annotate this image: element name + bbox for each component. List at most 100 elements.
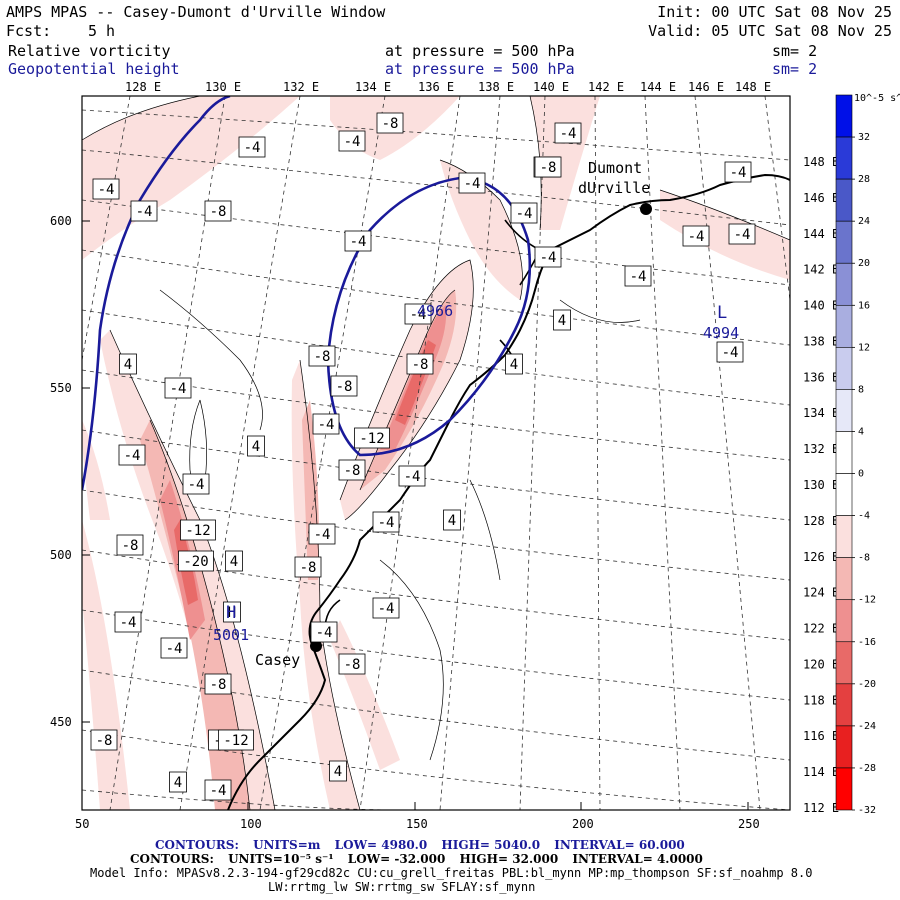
contours2-units: UNITS=10⁻⁵ s⁻¹ — [228, 852, 334, 866]
colorbar-swatch — [835, 557, 853, 601]
right-lon-label: 130 E — [803, 478, 839, 492]
svg-text:4: 4 — [230, 554, 238, 570]
contour-label: -8 — [338, 653, 366, 675]
forecast-label: Fcst: — [6, 22, 52, 40]
contour-label: -4 — [238, 136, 266, 158]
svg-text:-4: -4 — [210, 783, 227, 799]
field1-level: at pressure = 500 hPa — [385, 42, 575, 60]
colorbar-swatch — [835, 641, 853, 685]
contour-label: -8 — [376, 112, 404, 134]
x-tick-label: 200 — [572, 817, 594, 831]
contour-label: -4 — [164, 377, 192, 399]
contour-label: -4 — [398, 465, 426, 487]
svg-text:-4: -4 — [316, 625, 333, 641]
svg-text:-4: -4 — [120, 615, 137, 631]
colorbar-swatch — [835, 515, 853, 558]
contour-label: -4 — [728, 223, 756, 245]
contour-label: -8 — [534, 156, 562, 178]
high-value: 5001 — [213, 626, 249, 644]
top-lon-label: 140 E — [533, 80, 569, 94]
svg-text:-4: -4 — [166, 641, 183, 657]
contour-label: -4 — [372, 597, 400, 619]
colorbar-swatch — [835, 304, 853, 348]
svg-text:-12: -12 — [185, 523, 210, 539]
right-lon-label: 118 E — [803, 693, 839, 707]
contour-label: -20 — [178, 550, 214, 572]
colorbar: 32 28 24 20 16 12 8 4 0 -4 -8 -12 -16 -20 -24 -28 -32 — [835, 94, 876, 816]
contours2-label: CONTOURS: — [130, 852, 214, 866]
right-lon-label: 126 E — [803, 550, 839, 564]
right-lon-label: 112 E — [803, 801, 839, 815]
top-lon-label: 144 E — [640, 80, 676, 94]
forecast-hour: 5 h — [88, 22, 116, 40]
top-lon-label: 132 E — [283, 80, 319, 94]
contour-label: -12 — [354, 427, 390, 449]
svg-text:-4: -4 — [560, 126, 577, 142]
colorbar-swatch — [835, 220, 853, 264]
svg-text:-8: -8 — [344, 463, 361, 479]
contour-label: -4 — [312, 413, 340, 435]
contour-label: -4 — [160, 637, 188, 659]
svg-text:-4: -4 — [722, 345, 739, 361]
svg-text:-4: -4 — [730, 165, 747, 181]
svg-text:4: 4 — [174, 775, 182, 791]
contour-label: -4 — [118, 444, 146, 466]
contours1-low: LOW= 4980.0 — [334, 838, 428, 852]
svg-text:4: 4 — [124, 357, 132, 373]
contour-label: -4 — [510, 202, 538, 224]
field2-level: at pressure = 500 hPa — [385, 60, 575, 78]
svg-text:4: 4 — [334, 764, 342, 780]
contour-label: -8 — [116, 534, 144, 556]
svg-text:-8: -8 — [540, 160, 557, 176]
x-tick-label: 50 — [75, 817, 89, 831]
contour-label: 4 — [119, 353, 137, 375]
right-lon-label: 138 E — [803, 334, 839, 348]
x-axis-labels: 50 100 150 200 250 — [75, 817, 760, 831]
svg-text:-8: -8 — [412, 357, 429, 373]
field1-name: Relative vorticity — [8, 42, 171, 60]
contour-label: -12 — [180, 519, 216, 541]
colorbar-label: 28 — [858, 174, 870, 185]
contours2-high: HIGH= 32.000 — [459, 852, 559, 866]
svg-text:-4: -4 — [98, 182, 115, 198]
colorbar-label: -28 — [858, 763, 876, 774]
contour-label: -4 — [458, 172, 486, 194]
dumont-label: Dumont — [588, 159, 642, 177]
contours1-interval: INTERVAL= 60.000 — [554, 838, 685, 852]
low-value: 4994 — [703, 324, 739, 342]
colorbar-label: -8 — [858, 553, 870, 564]
low-symbol: L — [717, 303, 727, 323]
contour-label: -8 — [294, 556, 322, 578]
contour-label: -4 — [716, 341, 744, 363]
colorbar-unit: 10^-5 s^-1 — [854, 93, 900, 104]
top-lon-label: 148 E — [735, 80, 771, 94]
svg-text:-4: -4 — [314, 527, 331, 543]
contour-label: -4 — [344, 230, 372, 252]
contour-label: -4 — [682, 225, 710, 247]
contour-label: -4 — [624, 265, 652, 287]
colorbar-label: 0 — [858, 469, 864, 480]
right-longitude-labels: 148 E 146 E 144 E 142 E 140 E 138 E 136 E 134 E… — [803, 155, 839, 815]
contour-label: -8 — [338, 459, 366, 481]
svg-text:-4: -4 — [378, 601, 395, 617]
right-lon-label: 122 E — [803, 622, 839, 636]
contour-label: -8 — [204, 673, 232, 695]
plot-border — [81, 95, 791, 811]
top-lon-label: 136 E — [418, 80, 454, 94]
right-lon-label: 116 E — [803, 729, 839, 743]
svg-text:-4: -4 — [244, 140, 261, 156]
svg-text:-20: -20 — [183, 554, 208, 570]
casey-station-marker — [310, 640, 322, 652]
colorbar-label: 32 — [858, 132, 870, 143]
y-axis-labels: 600 550 500 450 — [50, 214, 72, 729]
colorbar-swatch — [835, 683, 853, 727]
contour-label: -4 — [554, 122, 582, 144]
right-lon-label: 120 E — [803, 657, 839, 671]
right-lon-label: 134 E — [803, 406, 839, 420]
right-lon-label: 132 E — [803, 442, 839, 456]
colorbar-label: -24 — [858, 721, 876, 732]
right-lon-label: 144 E — [803, 227, 839, 241]
right-lon-label: 128 E — [803, 514, 839, 528]
colorbar-swatch — [835, 94, 853, 138]
svg-text:4: 4 — [252, 439, 260, 455]
